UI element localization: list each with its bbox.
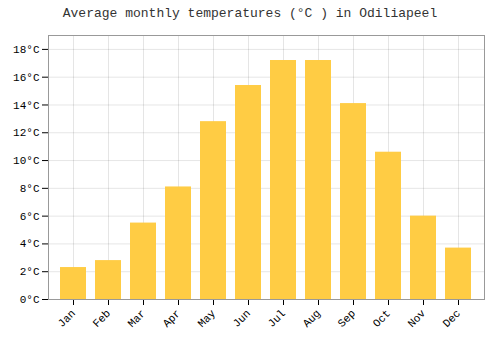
svg-text:14°C: 14°C bbox=[13, 99, 40, 111]
svg-text:6°C: 6°C bbox=[20, 211, 40, 223]
svg-text:May: May bbox=[196, 307, 219, 330]
svg-text:Jul: Jul bbox=[266, 307, 288, 329]
svg-text:0°C: 0°C bbox=[20, 294, 40, 306]
svg-text:18°C: 18°C bbox=[13, 44, 40, 56]
svg-text:Dec: Dec bbox=[441, 307, 463, 329]
svg-text:Mar: Mar bbox=[126, 307, 148, 329]
svg-text:Oct: Oct bbox=[371, 307, 393, 329]
svg-text:Jun: Jun bbox=[231, 307, 253, 329]
svg-text:4°C: 4°C bbox=[20, 238, 40, 250]
svg-text:Sep: Sep bbox=[336, 307, 358, 329]
svg-text:Apr: Apr bbox=[161, 307, 183, 329]
svg-text:Jan: Jan bbox=[56, 307, 78, 329]
svg-text:2°C: 2°C bbox=[20, 266, 40, 278]
svg-text:12°C: 12°C bbox=[13, 127, 40, 139]
html-text:Average monthly temperatures (: Average monthly temperatures (°C ) in Od… bbox=[62, 6, 438, 21]
svg-text:Aug: Aug bbox=[301, 307, 323, 329]
svg-text:10°C: 10°C bbox=[13, 155, 40, 167]
svg-text:16°C: 16°C bbox=[13, 72, 40, 84]
svg-text:8°C: 8°C bbox=[20, 183, 40, 195]
svg-text:Nov: Nov bbox=[406, 307, 429, 330]
svg-text:Feb: Feb bbox=[91, 307, 113, 329]
